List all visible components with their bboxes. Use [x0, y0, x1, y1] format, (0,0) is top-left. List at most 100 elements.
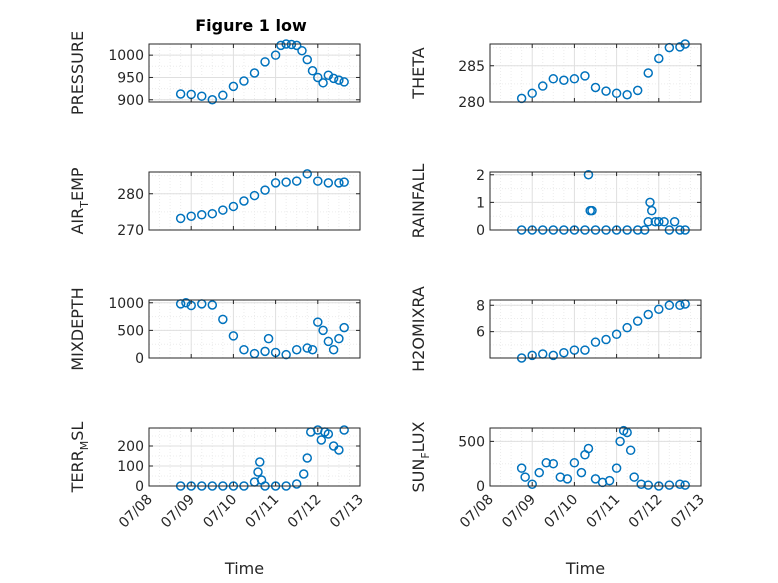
data-point [339, 77, 349, 87]
data-point [302, 169, 312, 179]
data-point [175, 213, 186, 224]
data-point [538, 81, 548, 91]
data-point [207, 95, 218, 105]
data-point [318, 325, 328, 336]
data-point [207, 208, 218, 219]
data-point [291, 344, 302, 355]
data-point [516, 463, 527, 473]
x-tick-label: 07/12 [626, 492, 666, 532]
data-point [669, 216, 680, 227]
y-tick-label: 280 [458, 95, 485, 111]
data-point [323, 336, 334, 347]
data-point [548, 458, 559, 469]
panel-theta: 280 285 THETA [409, 39, 702, 111]
data-point [622, 322, 632, 333]
panel-terr-msl: 0 100 200 07/08 07/09 07/10 07/11 07/12 07/13 Tim… [68, 422, 367, 578]
data-point [576, 467, 587, 478]
data-point [559, 347, 569, 358]
data-point [643, 480, 653, 490]
data-point [580, 345, 590, 355]
data-point [339, 177, 349, 187]
data-point [527, 350, 537, 361]
data-point [548, 350, 559, 361]
data-point [334, 445, 344, 455]
x-tick-label: 07/13 [668, 492, 708, 532]
y-axis-label: H2OMIXRA [409, 286, 428, 372]
x-tick-label: 07/08 [457, 492, 497, 532]
data-point [611, 463, 622, 473]
data-point [307, 344, 318, 355]
axes-frame [148, 427, 361, 487]
data-point [328, 73, 339, 84]
data-point [675, 300, 685, 311]
data-point [239, 196, 249, 206]
y-tick-label: 1000 [108, 48, 144, 64]
data-point [239, 76, 249, 86]
data-point [249, 190, 260, 201]
data-point [625, 445, 636, 456]
axes-frame [148, 299, 361, 359]
panel-air-temp: 270 280 AIRTEMP [68, 167, 361, 239]
data-point [239, 344, 249, 355]
y-axis-label: THETA [409, 47, 428, 99]
data-point [260, 185, 270, 195]
data-point [253, 467, 263, 477]
data-point [334, 333, 344, 344]
data-point [636, 479, 646, 489]
data-point [664, 300, 675, 311]
plot-area [149, 44, 360, 102]
data-point [604, 475, 615, 486]
x-tick-label: 07/10 [541, 492, 581, 532]
data-point [569, 74, 580, 84]
x-tick-label: 07/10 [200, 492, 240, 532]
x-tick-label: 07/13 [327, 492, 367, 532]
data-point [583, 170, 594, 180]
panel-mixdepth: 0 500 1000 MIXDEPTH [68, 287, 361, 371]
y-tick-label: 0 [476, 479, 485, 495]
data-point [302, 453, 312, 463]
data-point [590, 82, 601, 93]
y-tick-label: 0 [135, 479, 144, 495]
y-tick-label: 285 [458, 59, 485, 75]
data-point [601, 86, 611, 96]
y-tick-label: 8 [476, 298, 485, 314]
data-point [520, 472, 530, 482]
data-point [302, 54, 312, 65]
panel-h2omixra: 6 8 H2OMIXRA [409, 286, 702, 372]
data-point [291, 176, 302, 186]
data-point [316, 435, 327, 445]
data-point [601, 334, 611, 345]
data-point [218, 90, 228, 101]
data-point [632, 316, 643, 326]
x-tick-label: 07/09 [499, 492, 539, 532]
x-tick-label: 07/12 [285, 492, 325, 532]
data-point [580, 71, 590, 81]
data-point [650, 216, 661, 227]
y-tick-label: 0 [476, 223, 485, 239]
data-point [629, 472, 639, 482]
data-point [587, 205, 597, 216]
y-axis-label: AIRTEMP [68, 167, 91, 234]
y-tick-label: 270 [117, 223, 144, 239]
data-point [334, 75, 344, 85]
data-point [334, 178, 344, 188]
data-point [281, 177, 291, 187]
data-point [323, 178, 334, 188]
data-point [323, 429, 334, 439]
axes-frame [489, 43, 702, 103]
data-point [328, 344, 339, 355]
data-point [270, 50, 281, 60]
panel-sun-flux: 0 500 07/08 07/09 07/10 07/11 07/12 07/13 Time SU… [409, 421, 708, 578]
y-axis-label: PRESSURE [68, 31, 87, 115]
x-axis-label: Time [224, 559, 264, 578]
y-tick-label: 6 [476, 325, 485, 341]
data-point [622, 90, 632, 100]
data-point [313, 72, 323, 83]
x-tick-label: 07/08 [116, 492, 156, 532]
y-tick-label: 1 [476, 195, 485, 211]
data-point [228, 331, 239, 341]
data-point [297, 45, 307, 56]
data-point [527, 88, 537, 99]
data-point [181, 298, 191, 308]
y-axis-label: MIXDEPTH [68, 287, 87, 370]
